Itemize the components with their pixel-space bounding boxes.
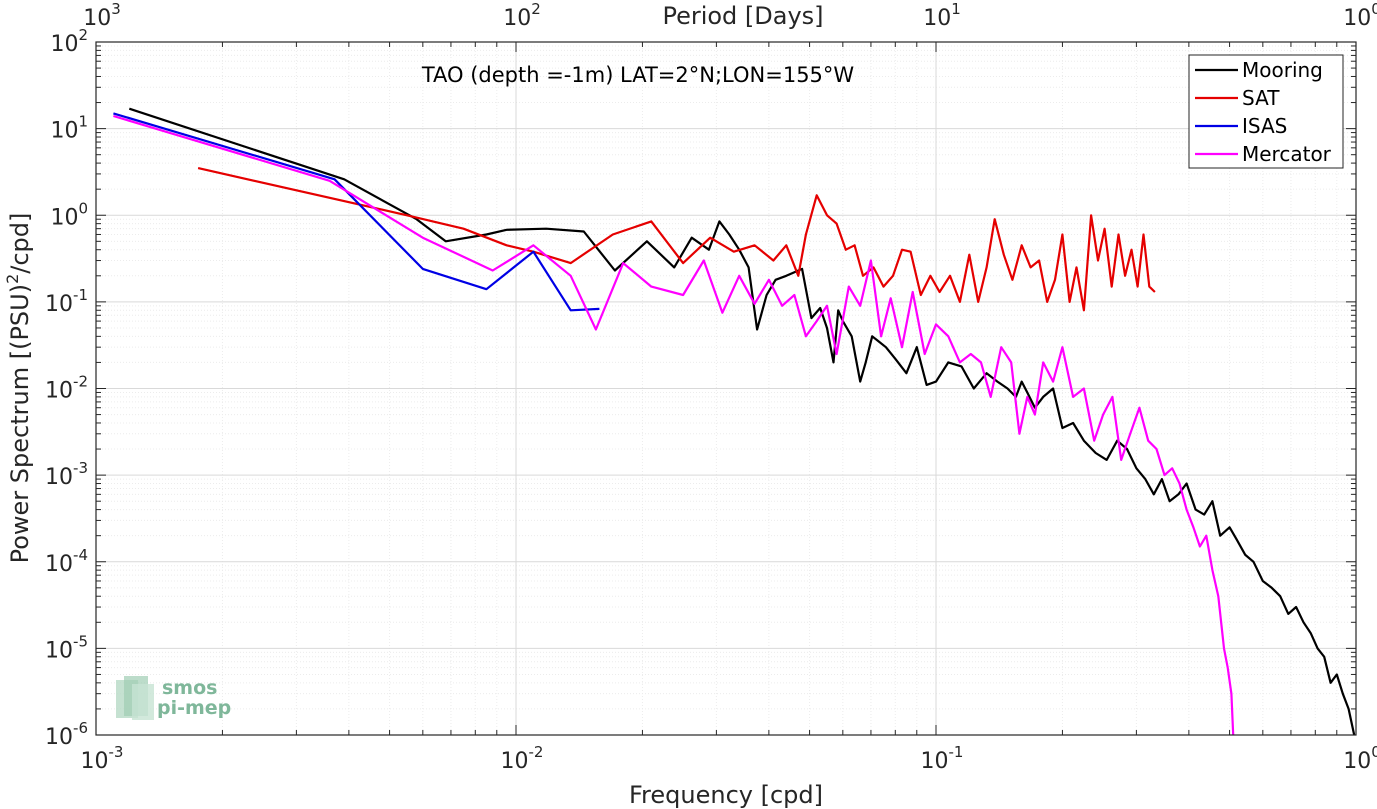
x-tick-label: 10-2 bbox=[501, 743, 544, 774]
y-tick-labels: 10-6 10-5 10-4 10-3 10-2 10-1 100 101 102 bbox=[45, 26, 88, 750]
series-line-isas bbox=[113, 112, 600, 312]
series-layer bbox=[113, 107, 1356, 736]
minor-grid bbox=[96, 42, 1356, 735]
y-tick-label: 10-5 bbox=[45, 632, 88, 663]
x2-tick-label: 103 bbox=[83, 0, 121, 31]
y-tick-label: 100 bbox=[50, 199, 88, 230]
legend-label-sat: SAT bbox=[1242, 86, 1280, 110]
logo-line2: pi-mep bbox=[157, 697, 231, 719]
logo: smos pi-mep bbox=[116, 676, 231, 720]
x-tick-label: 10-3 bbox=[81, 743, 124, 774]
legend-label-mooring: Mooring bbox=[1242, 58, 1323, 82]
y-axis-title: Power Spectrum [(PSU)2/cpd] bbox=[3, 213, 34, 564]
y-tick-label: 10-6 bbox=[45, 719, 88, 750]
x-tick-label: 10-1 bbox=[921, 743, 964, 774]
x-tick-label: 100 bbox=[1343, 743, 1377, 774]
x2-tick-label: 102 bbox=[503, 0, 541, 31]
series-line-mooring bbox=[128, 107, 1356, 736]
y-tick-label: 10-4 bbox=[45, 546, 88, 577]
chart-title: TAO (depth =-1m) LAT=2°N;LON=155°W bbox=[421, 63, 855, 87]
tick-marks bbox=[95, 41, 1357, 736]
y-tick-label: 101 bbox=[50, 113, 88, 144]
legend-label-isas: ISAS bbox=[1242, 114, 1287, 138]
y-tick-label: 10-1 bbox=[45, 286, 88, 317]
legend-box bbox=[1188, 54, 1344, 169]
y-tick-label: 10-3 bbox=[45, 459, 88, 490]
legend-label-mercator: Mercator bbox=[1242, 142, 1332, 166]
legend: Mooring SAT ISAS Mercator bbox=[1188, 54, 1344, 169]
x-axis-title: Frequency [cpd] bbox=[629, 781, 823, 809]
y-tick-label: 10-2 bbox=[45, 373, 88, 404]
x2-axis-title: Period [Days] bbox=[662, 2, 823, 30]
x2-tick-labels: 103 102 101 100 bbox=[83, 0, 1377, 31]
series-line-mercator bbox=[113, 114, 1235, 736]
x2-tick-label: 101 bbox=[923, 0, 961, 31]
legend-entries: Mooring SAT ISAS Mercator bbox=[1195, 58, 1332, 166]
x2-tick-label: 100 bbox=[1343, 0, 1377, 31]
logo-line1: smos bbox=[162, 677, 217, 699]
x-tick-labels: 10-3 10-2 10-1 100 bbox=[81, 743, 1377, 774]
series-line-sat bbox=[197, 167, 1156, 312]
y-tick-label: 102 bbox=[50, 26, 88, 57]
